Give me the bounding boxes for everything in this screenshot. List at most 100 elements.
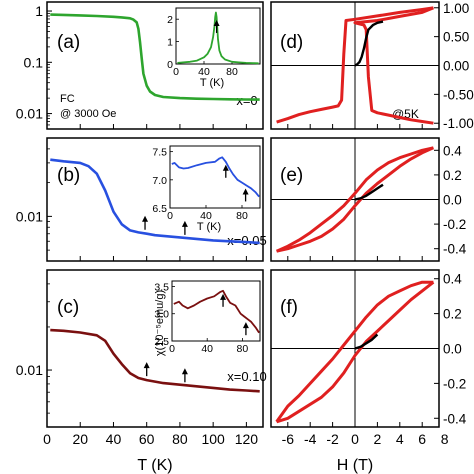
panel-label-d: (d) [280,32,303,53]
xtick-label-field: -4 [304,431,317,447]
panel-d-ytick-label: -0.50 [443,87,474,102]
panel-d-virgin-curve [354,20,384,67]
panel-f-ytick-label: 0.0 [443,342,462,357]
panel-c-inset-xtick-label: 0 [169,343,175,355]
panel-f-virgin-curve [354,333,379,350]
panel-e-loop-descending [275,146,434,253]
composition-x005: x=0.05 [227,233,266,248]
panel-a-inset-ytick-label: 1 [167,37,173,49]
panel-a-ytick-label: 0.1 [24,54,44,70]
panel-c-inset-xtick-label: 80 [237,343,249,355]
xtick-label-temperature: 20 [72,431,88,447]
panel-c-series-line [50,328,260,393]
panel-b-inset-ytick-label: 7.0 [152,175,167,187]
xtick-label-field: 4 [396,431,404,447]
panel-f-ytick-label: 0.4 [443,272,462,287]
xtick-label-temperature: 0 [43,431,51,447]
panel-a-inset-xtick-label: 80 [226,66,238,78]
panel-b-inset-xtick-label: 0 [167,210,173,222]
panel-b-inset-ytick-label: 7.5 [152,147,167,159]
panel-f-ytick-label: -0.2 [443,376,466,391]
panel-c-inset-arrow-1 [242,322,249,336]
annotation-field: @ 3000 Oe [60,108,116,120]
panel-e-ytick-label: 0.4 [443,143,462,158]
panel-b-arrow-0 [142,215,149,230]
panel-a-inset-xlabel: T (K) [200,77,224,89]
panel-d-ytick-label: -1.00 [443,116,474,131]
xtick-label-temperature: 80 [172,431,188,447]
panel-b-arrow-1-head [181,220,188,227]
panel-b-inset-ytick-label: 6.5 [152,203,167,215]
panel-a-inset-arrow-0-head [213,19,220,26]
panel-a-series-line [50,13,260,101]
panel-label-f: (f) [280,297,298,318]
panel-e-ytick-label: -0.4 [443,242,467,257]
panel-label-e: (e) [280,165,303,186]
panel-d-loop-descending [353,6,434,125]
xtick-label-temperature: 60 [139,431,155,447]
panel-e-loop-ascending [276,146,435,253]
panel-b-inset-arrow-1 [242,188,249,202]
panel-c-inset-ytick-label: 2.5 [154,336,169,348]
panel-c-inset-ytick-label: 3.0 [154,309,169,321]
panel-d-loop-ascending [276,6,434,124]
xtick-label-field: 0 [351,431,359,447]
panel-a-inset-ytick-label: 0 [167,59,173,71]
panel-d-ytick-label: 0.50 [443,30,469,45]
panel-a-inset-arrow-0 [213,19,220,33]
panel-b-arrow-1 [181,220,188,235]
annotation-fc: FC [60,93,75,105]
xtick-label-temperature: 100 [201,431,225,447]
xtick-label-field: 8 [441,431,449,447]
panel-a-inset-ytick-label: 2 [167,14,173,26]
panel-a-inset-series-line [177,11,259,65]
panel-b-series-line [50,158,260,245]
panel-c-inset-arrow-0-head [220,293,227,300]
xlabel-field: H (T) [337,457,373,474]
panel-e-virgin-curve [354,183,384,201]
panel-b-frame [46,137,264,262]
panel-b-inset-xtick-label: 40 [200,210,212,222]
panel-e-ytick-label: -0.2 [443,217,466,232]
panel-c-inset-series-line [173,289,260,334]
panel-a-inset-xtick-label: 0 [173,66,179,78]
panel-c-arrow-0-head [143,362,150,369]
panel-b-arrow-0-head [142,215,149,222]
panel-c-inset-xtick-label: 40 [201,343,213,355]
panel-d-ytick-label: 0.00 [443,59,469,74]
xtick-label-temperature: 40 [106,431,122,447]
panel-c-arrow-0 [143,362,150,377]
panel-d-ytick-label: 1.00 [443,1,469,16]
panel-b-inset-xlabel: T (K) [197,221,221,233]
panel-e-ytick-label: 0.2 [443,168,462,183]
panel-c-inset-frame [171,280,261,342]
panel-f-ytick-label: -0.4 [443,411,467,426]
panel-c-frame [46,269,264,428]
panel-label-c: (c) [57,297,79,318]
xlabel-temperature: T (K) [137,457,172,474]
panel-a-ytick-label: 0.01 [16,106,43,122]
panel-b-inset-frame [169,145,261,209]
panel-e-ytick-label: 0.0 [443,193,462,208]
panel-b-inset-xtick-label: 80 [236,210,248,222]
panel-a-frame [46,1,264,130]
composition-x010: x=0.10 [227,369,266,384]
panel-f-ytick-label: 0.2 [443,307,462,322]
panel-f-loop-ascending [276,281,435,424]
panel-label-b: (b) [57,165,80,186]
xtick-label-temperature: 120 [235,431,259,447]
panel-label-a: (a) [57,32,80,53]
xtick-label-field: 6 [418,431,426,447]
panel-b-ytick-label: 0.01 [16,208,43,224]
inset-ylabel: χ(10⁻⁵emu/g) [154,290,166,356]
panel-b-inset-arrow-0 [222,164,229,178]
panel-c-arrow-1 [181,368,188,383]
panel-b-inset-arrow-1-head [242,188,249,195]
panel-c-inset-ytick-label: 3.5 [154,281,169,293]
panel-a-ytick-label: 1 [35,3,43,19]
panel-b-inset-arrow-0-head [222,164,229,171]
panel-c-ytick-label: 0.01 [16,362,43,378]
